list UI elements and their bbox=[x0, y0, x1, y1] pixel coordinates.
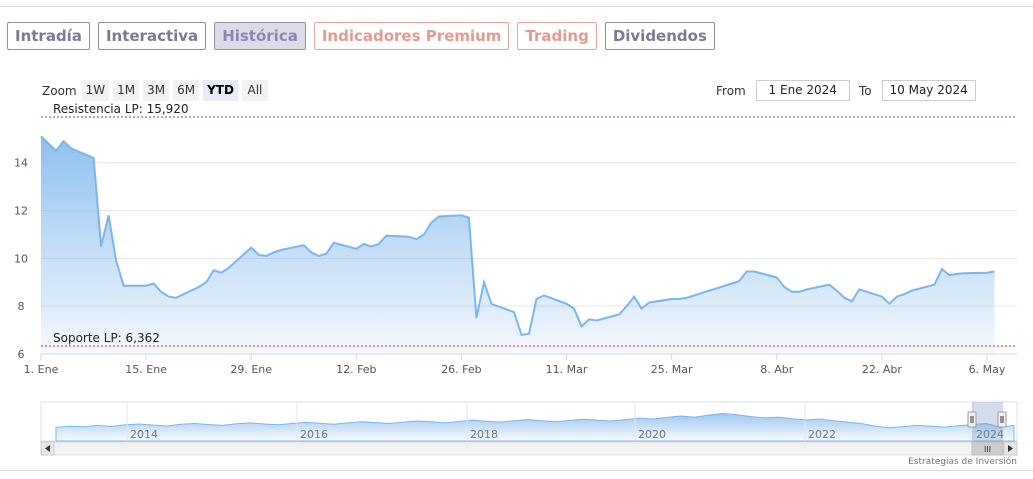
range-from-input[interactable]: 1 Ene 2024 bbox=[755, 80, 850, 101]
y-tick-label: 14 bbox=[14, 157, 28, 170]
navigator-year-label: 2020 bbox=[638, 428, 666, 441]
scrollbar-thumb[interactable] bbox=[971, 441, 1004, 456]
navigator-year-label: 2022 bbox=[808, 428, 836, 441]
range-to: To 10 May 2024 bbox=[859, 80, 976, 101]
y-tick-label: 6 bbox=[18, 348, 25, 361]
series-area-fill bbox=[41, 136, 995, 354]
scroll-left-arrow-icon bbox=[45, 445, 50, 452]
navigator-year-label: 2024 bbox=[976, 428, 1004, 441]
bottom-divider bbox=[0, 470, 1033, 471]
tab-dividendos[interactable]: Dividendos bbox=[604, 22, 715, 50]
x-tick-label: 8. Abr bbox=[760, 363, 793, 376]
navigator-year-label: 2018 bbox=[470, 428, 498, 441]
zoom-button-1m[interactable]: 1M bbox=[113, 80, 140, 101]
x-tick-label: 15. Ene bbox=[125, 363, 167, 376]
plot-line-label: Soporte LP: 6,362 bbox=[53, 331, 160, 345]
x-tick-label: 25. Mar bbox=[651, 363, 693, 376]
scrollbar-grip: III bbox=[984, 445, 991, 454]
zoom-button-ytd[interactable]: YTD bbox=[203, 80, 238, 101]
range-to-label: To bbox=[859, 83, 872, 98]
scroll-right-arrow-icon bbox=[1008, 445, 1013, 452]
x-tick-label: 26. Feb bbox=[441, 363, 481, 376]
zoom-button-6m[interactable]: 6M bbox=[173, 80, 200, 101]
range-to-input[interactable]: 10 May 2024 bbox=[881, 80, 976, 101]
navigator-year-label: 2014 bbox=[130, 428, 158, 441]
y-tick-label: 12 bbox=[14, 205, 28, 218]
plot-line-label: Resistencia LP: 15,920 bbox=[53, 102, 189, 116]
chart-series-layer bbox=[40, 135, 995, 354]
x-tick-label: 6. May bbox=[969, 363, 1006, 376]
navigator-year-label: 2016 bbox=[300, 428, 328, 441]
x-tick-label: 29. Ene bbox=[230, 363, 272, 376]
zoom-button-all[interactable]: All bbox=[241, 80, 268, 101]
x-tick-label: 12. Feb bbox=[336, 363, 376, 376]
zoom-label: Zoom bbox=[42, 83, 77, 98]
scrollbar-track bbox=[40, 441, 1018, 456]
range-from-label: From bbox=[716, 83, 746, 98]
x-tick-label: 1. Ene bbox=[24, 363, 59, 376]
navigator-handle[interactable] bbox=[997, 411, 1007, 428]
navigator-handle[interactable] bbox=[967, 411, 977, 428]
y-tick-label: 10 bbox=[14, 252, 28, 265]
range-from: From 1 Ene 2024 bbox=[716, 80, 850, 101]
top-divider bbox=[0, 6, 1033, 7]
zoom-selector: Zoom 1W 1M 3M 6M YTD All bbox=[42, 80, 272, 101]
tab-interactiva[interactable]: Interactiva bbox=[97, 22, 207, 50]
x-tick-label: 11. Mar bbox=[546, 363, 588, 376]
navigator-series bbox=[55, 412, 1015, 442]
tab-indicadores-premium[interactable]: Indicadores Premium bbox=[313, 22, 510, 50]
chart-plot-lines: Resistencia LP: 15,920 Soporte LP: 6,362 bbox=[41, 102, 1017, 347]
chart-navigator[interactable]: 2014 2016 2018 2020 2022 2024 bbox=[40, 401, 1018, 442]
tab-intrad-a[interactable]: Intradía bbox=[7, 22, 90, 50]
chart-gridlines bbox=[41, 162, 1017, 307]
chart-scrollbar[interactable]: III bbox=[40, 441, 1018, 456]
chart-x-axis: 1. Ene 15. Ene 29. Ene 12. Feb 26. Feb 11. Ma… bbox=[24, 353, 1017, 376]
tab-trading[interactable]: Trading bbox=[517, 22, 597, 50]
x-tick-label: 22. Abr bbox=[862, 363, 902, 376]
tab-hist-rica[interactable]: Histórica bbox=[214, 22, 306, 50]
chart-credit[interactable]: Estrategias de Inversión bbox=[908, 457, 1017, 467]
zoom-button-3m[interactable]: 3M bbox=[143, 80, 170, 101]
y-tick-label: 8 bbox=[18, 300, 25, 313]
tab-bar: Intradía Interactiva Histórica Indicadores … bbox=[7, 22, 723, 50]
zoom-button-1w[interactable]: 1W bbox=[81, 80, 110, 101]
chart-y-axis: 6 8 10 12 14 bbox=[14, 157, 28, 361]
